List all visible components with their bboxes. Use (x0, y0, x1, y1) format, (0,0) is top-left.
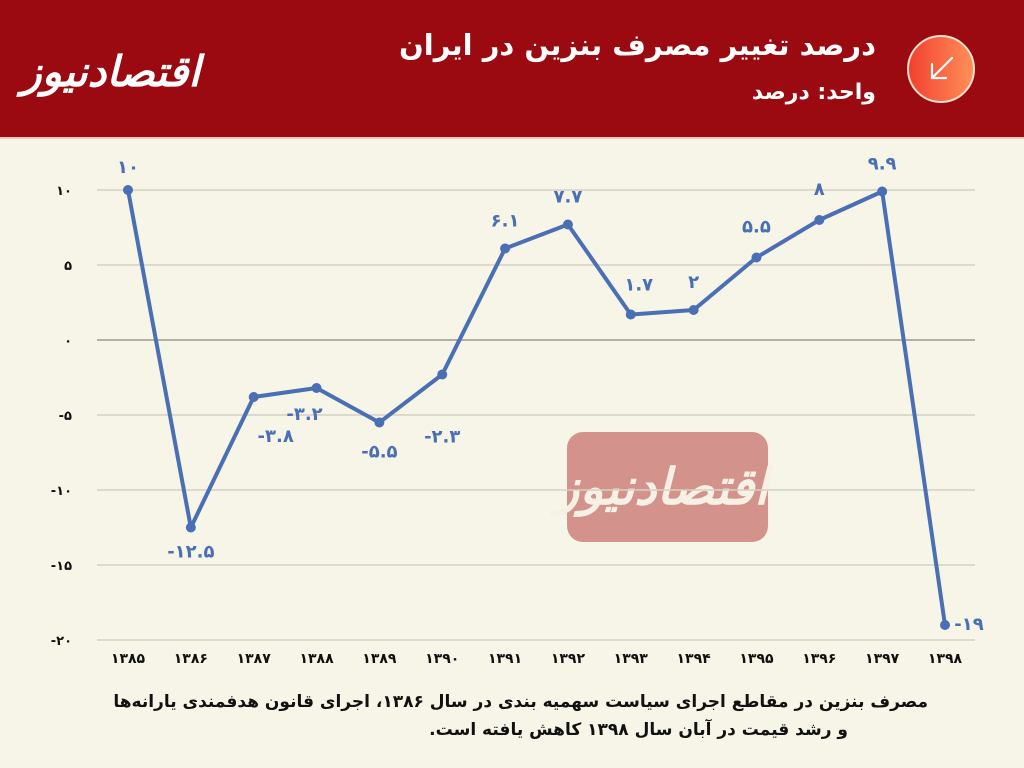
data-label: ۲ (688, 272, 699, 293)
x-tick-label: ۱۳۹۰ (425, 651, 459, 667)
data-label: -۱۲.۵ (167, 542, 214, 563)
data-point[interactable] (751, 252, 762, 263)
y-tick-label: ۰ (64, 334, 72, 349)
y-tick-label: ۱۰ (56, 184, 72, 199)
data-label: -۲.۳ (424, 427, 460, 448)
watermark-text: اقتصادنیوز (555, 457, 770, 516)
y-tick-label: ۵ (64, 259, 72, 274)
x-tick-label: ۱۳۸۸ (299, 651, 334, 667)
y-tick-label: -۱۰ (51, 484, 72, 499)
data-point[interactable] (814, 215, 825, 225)
data-point[interactable] (123, 185, 133, 195)
data-label: ۷.۷ (554, 187, 583, 208)
y-tick-label: -۲۰ (51, 634, 72, 649)
data-label: -۳.۸ (258, 426, 294, 447)
data-point[interactable] (374, 417, 385, 428)
data-label: -۳.۲ (286, 404, 322, 425)
data-point[interactable] (940, 620, 950, 630)
data-label: ۸ (814, 179, 825, 200)
data-point[interactable] (625, 309, 636, 320)
data-point[interactable] (311, 383, 322, 393)
header-banner: اقتصادنیوز درصد تغییر مصرف بنزین در ایرا… (0, 0, 1024, 139)
x-tick-label: ۱۳۸۹ (362, 651, 397, 667)
x-tick-label: ۱۳۹۵ (739, 651, 774, 667)
data-point[interactable] (688, 305, 699, 315)
x-tick-label: ۱۳۹۸ (928, 651, 963, 667)
y-tick-label: -۱۵ (51, 559, 72, 574)
data-point[interactable] (185, 522, 196, 533)
x-tick-label: ۱۳۹۷ (865, 651, 900, 667)
x-tick-label: ۱۳۹۶ (802, 651, 836, 667)
data-point[interactable] (248, 392, 259, 402)
x-tick-label: ۱۳۸۶ (174, 651, 208, 667)
x-tick-label: ۱۳۹۱ (488, 651, 522, 667)
data-point[interactable] (562, 219, 573, 230)
chart-unit-subtitle: واحد: درصد (751, 80, 876, 105)
footnote-line-2: و رشد قیمت در آبان سال ۱۳۹۸ کاهش یافته ا… (429, 720, 848, 740)
data-label: ۶.۱ (491, 211, 520, 232)
data-label: -۵.۵ (361, 442, 397, 463)
x-tick-label: ۱۳۹۴ (677, 651, 712, 667)
data-point[interactable] (877, 186, 888, 197)
data-label: ۱۰ (117, 157, 139, 178)
data-label: ۹.۹ (868, 154, 897, 175)
data-label: ۵.۵ (742, 217, 771, 238)
data-label: ۱.۷ (624, 275, 653, 296)
footnote-line-1: مصرف بنزین در مقاطع اجرای سیاست سهمیه بن… (113, 692, 928, 712)
chart-title: درصد تغییر مصرف بنزین در ایران (399, 28, 876, 62)
x-tick-label: ۱۳۸۷ (237, 651, 272, 667)
data-point[interactable] (437, 369, 448, 380)
arrow-down-left-icon (930, 56, 954, 80)
x-tick-label: ۱۳۸۵ (111, 651, 146, 667)
series-line (126, 189, 947, 626)
data-point[interactable] (500, 243, 511, 254)
x-tick-label: ۱۳۹۳ (614, 651, 649, 667)
x-tick-label: ۱۳۹۲ (551, 651, 586, 667)
chart-footnote: مصرف بنزین در مقاطع اجرای سیاست سهمیه بن… (88, 688, 928, 744)
watermark-logo: اقتصادنیوز (555, 432, 770, 542)
trend-badge (907, 35, 975, 103)
data-label: -۱۹ (954, 614, 983, 635)
brand-logo: اقتصادنیوز (21, 47, 201, 96)
y-tick-label: -۵ (59, 409, 72, 424)
